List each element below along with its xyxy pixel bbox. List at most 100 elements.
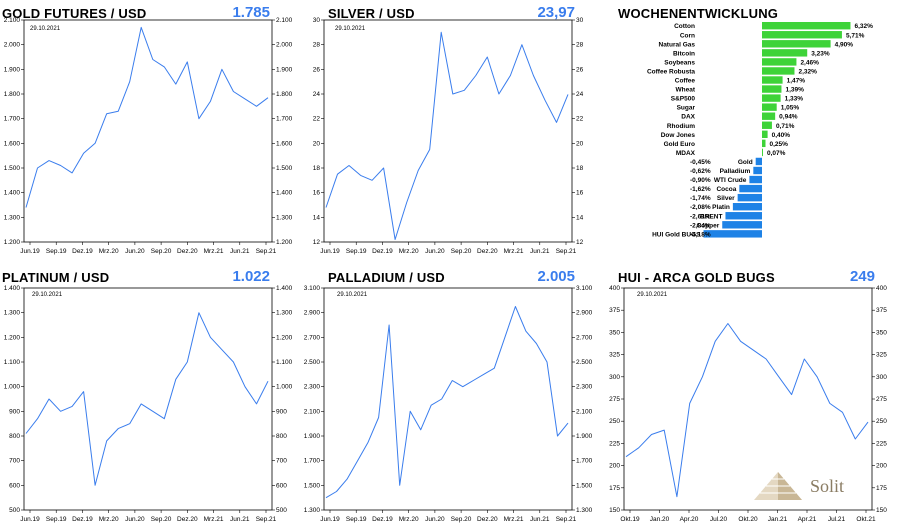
y-tick-label: 700	[276, 458, 287, 465]
y-tick-label: 150	[609, 507, 620, 514]
y-tick-label: 2.100	[304, 408, 321, 415]
y-tick-label: 200	[876, 463, 887, 470]
x-tick-label: Mrz.20	[399, 248, 419, 255]
plot-frame	[23, 19, 273, 243]
plot-frame	[323, 287, 573, 511]
bar-value-label: -2,08%	[690, 204, 711, 211]
x-tick-label: Mrz.20	[399, 516, 419, 523]
y-tick-label: 1.000	[276, 384, 293, 391]
y-tick-label: 2.100	[576, 408, 593, 415]
y-tick-label: 1.200	[4, 239, 21, 246]
y-tick-label: 2.000	[276, 42, 293, 49]
y-tick-label: 2.700	[576, 334, 593, 341]
bar-value-label: 4,90%	[835, 41, 854, 48]
y-tick-label: 250	[876, 418, 887, 425]
bar	[762, 103, 777, 111]
y-tick-label: 16	[313, 190, 321, 197]
platinum-panel: PLATINUM / USD 1.022 29.10.2021 500 500 60…	[0, 264, 300, 528]
bar-category-label: Gold	[738, 159, 753, 166]
bar-value-label: 1,33%	[785, 96, 804, 103]
y-tick-label: 225	[876, 440, 887, 447]
x-tick-label: Jan.20	[650, 516, 670, 523]
y-tick-label: 1.600	[276, 140, 293, 147]
y-tick-label: 600	[276, 482, 287, 489]
y-tick-label: 1.200	[4, 334, 21, 341]
y-tick-label: 1.400	[276, 190, 293, 197]
gold-panel: GOLD FUTURES / USD 1.785 29.10.2021 1.20…	[0, 0, 300, 264]
bar-category-label: S&P500	[671, 96, 696, 103]
panel-value: 249	[849, 268, 875, 285]
y-tick-label: 2.900	[304, 310, 321, 317]
y-tick-label: 1.500	[304, 482, 321, 489]
y-tick-label: 500	[9, 507, 20, 514]
y-tick-label: 2.500	[576, 359, 593, 366]
x-tick-label: Jun.21	[230, 248, 250, 255]
x-tick-label: Dez.20	[477, 248, 498, 255]
bar	[762, 121, 772, 129]
bar-value-label: -0,90%	[690, 177, 711, 184]
bar-value-label: 0,71%	[776, 123, 795, 130]
bar-category-label: Coffee Robusta	[647, 68, 695, 75]
y-tick-label: 1.800	[276, 91, 293, 98]
panel-title: HUI - ARCA GOLD BUGS	[618, 270, 775, 285]
y-tick-label: 600	[9, 482, 20, 489]
panel-title: PALLADIUM / USD	[328, 270, 445, 285]
bar	[762, 22, 851, 30]
price-series-line	[325, 306, 569, 499]
y-tick-label: 1.500	[576, 482, 593, 489]
y-tick-label: 400	[609, 285, 620, 292]
x-tick-label: Sep.20	[151, 248, 172, 255]
panel-date: 29.10.2021	[30, 26, 61, 32]
x-tick-label: Jun.21	[530, 248, 550, 255]
x-tick-label: Jun.20	[425, 248, 445, 255]
y-tick-label: 1.900	[304, 433, 321, 440]
bar-value-label: 1,05%	[781, 105, 800, 112]
y-tick-label: 1.100	[4, 359, 21, 366]
plot-frame	[23, 287, 273, 511]
x-tick-label: Dez.19	[372, 248, 393, 255]
bar-category-label: Copper	[696, 222, 719, 229]
y-tick-label: 1.300	[576, 507, 593, 514]
x-tick-label: Dez.19	[372, 516, 393, 523]
bar-value-label: -0,62%	[690, 168, 711, 175]
y-tick-label: 1.500	[4, 165, 21, 172]
bar-category-label: Palladium	[720, 168, 751, 175]
x-tick-label: Okt.19	[620, 516, 640, 523]
x-tick-label: Jun.20	[125, 248, 145, 255]
palladium-panel: PALLADIUM / USD 2.005 29.10.2021 1.300 1.…	[300, 264, 600, 528]
panel-date: 29.10.2021	[337, 292, 368, 298]
bar	[762, 31, 842, 39]
bar	[703, 230, 762, 238]
bar	[762, 67, 795, 75]
y-tick-label: 375	[876, 307, 887, 314]
bar-category-label: DAX	[681, 114, 695, 121]
bar	[732, 203, 762, 211]
bar-category-label: Soybeans	[664, 59, 695, 66]
x-tick-label: Okt.21	[856, 516, 876, 523]
y-tick-label: 12	[576, 239, 584, 246]
bar	[753, 166, 762, 175]
y-tick-label: 350	[876, 329, 887, 336]
bar	[722, 221, 762, 229]
bar	[725, 212, 762, 220]
y-tick-label: 2.700	[304, 334, 321, 341]
price-series-line	[25, 26, 269, 208]
y-tick-label: 1.300	[304, 507, 321, 514]
y-tick-label: 3.100	[304, 285, 321, 292]
y-tick-label: 28	[313, 42, 321, 49]
bar	[762, 94, 781, 102]
bar-value-label: 0,40%	[772, 132, 791, 139]
y-tick-label: 1.400	[276, 285, 293, 292]
x-tick-label: Jul.20	[710, 516, 728, 523]
pyramid-icon	[754, 472, 802, 500]
x-tick-label: Dez.19	[72, 516, 93, 523]
x-tick-label: Sep.21	[556, 516, 577, 523]
x-tick-label: Jun.19	[320, 516, 340, 523]
y-tick-label: 200	[609, 463, 620, 470]
price-series-line	[25, 312, 269, 486]
bar-category-label: Gold Euro	[664, 141, 695, 148]
y-tick-label: 375	[609, 307, 620, 314]
bar-category-label: MDAX	[676, 150, 696, 157]
y-tick-label: 500	[276, 507, 287, 514]
bar-category-label: Rhodium	[667, 123, 695, 130]
